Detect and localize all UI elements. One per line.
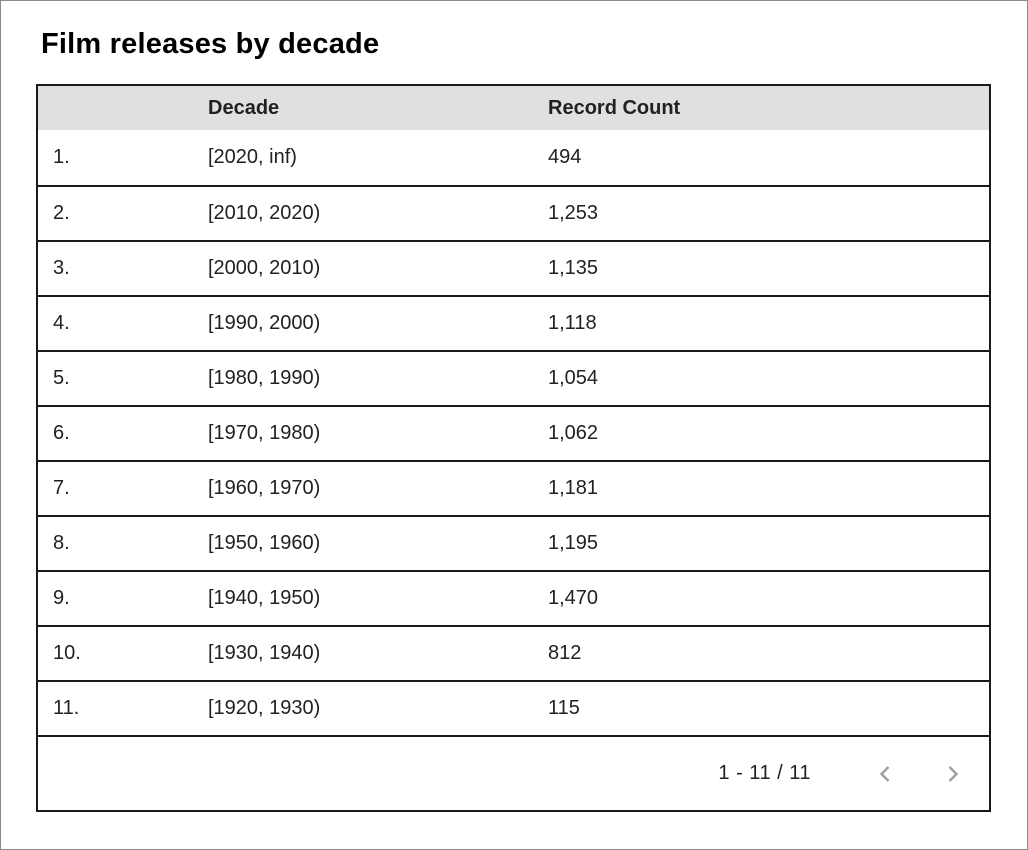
decade-cell: [2020, inf) [208, 130, 548, 186]
record-count-cell: 1,195 [548, 515, 989, 571]
table-row: 7. [1960, 1970) 1,181 [38, 460, 989, 516]
row-index-cell: 3. [38, 240, 208, 296]
decade-cell: [2000, 2010) [208, 240, 548, 296]
record-count-cell: 115 [548, 680, 989, 735]
record-count-cell: 812 [548, 625, 989, 681]
decade-cell: [1950, 1960) [208, 515, 548, 571]
row-index-cell: 7. [38, 460, 208, 516]
table-body: 1. [2020, inf) 494 2. [2010, 2020) 1,253… [38, 130, 989, 735]
decade-cell: [1980, 1990) [208, 350, 548, 406]
row-index-cell: 9. [38, 570, 208, 626]
row-index-cell: 2. [38, 185, 208, 241]
record-count-cell: 1,118 [548, 295, 989, 351]
header-row: Decade Record Count [38, 86, 989, 130]
record-count-cell: 1,470 [548, 570, 989, 626]
decade-cell: [1940, 1950) [208, 570, 548, 626]
table-row: 2. [2010, 2020) 1,253 [38, 185, 989, 241]
row-index-cell: 8. [38, 515, 208, 571]
record-count-cell: 1,062 [548, 405, 989, 461]
decade-cell: [1990, 2000) [208, 295, 548, 351]
table-row: 3. [2000, 2010) 1,135 [38, 240, 989, 296]
row-index-cell: 11. [38, 680, 208, 735]
next-page-button[interactable] [939, 760, 967, 788]
decade-cell: [1920, 1930) [208, 680, 548, 735]
chevron-right-icon [941, 762, 965, 786]
decade-cell: [1970, 1980) [208, 405, 548, 461]
decade-cell: [1960, 1970) [208, 460, 548, 516]
record-count-cell: 1,135 [548, 240, 989, 296]
table-row: 5. [1980, 1990) 1,054 [38, 350, 989, 406]
table-row: 11. [1920, 1930) 115 [38, 680, 989, 735]
row-index-cell: 4. [38, 295, 208, 351]
record-count-cell: 1,181 [548, 460, 989, 516]
table-row: 1. [2020, inf) 494 [38, 130, 989, 186]
pagination-bar: 1 - 11 / 11 [38, 735, 989, 810]
table-row: 6. [1970, 1980) 1,062 [38, 405, 989, 461]
row-index-cell: 1. [38, 130, 208, 186]
table-row: 10. [1930, 1940) 812 [38, 625, 989, 681]
decade-cell: [2010, 2020) [208, 185, 548, 241]
row-index-cell: 10. [38, 625, 208, 681]
table-row: 8. [1950, 1960) 1,195 [38, 515, 989, 571]
page-title: Film releases by decade [41, 28, 380, 60]
row-index-cell: 6. [38, 405, 208, 461]
row-index-cell: 5. [38, 350, 208, 406]
table-widget: Decade Record Count 1. [2020, inf) 494 2… [36, 84, 991, 812]
record-count-cell: 494 [548, 130, 989, 186]
page-range-label: 1 - 11 / 11 [718, 762, 811, 784]
record-count-column-header[interactable]: Record Count [548, 86, 989, 130]
chevron-left-icon [873, 762, 897, 786]
decade-column-header[interactable]: Decade [208, 86, 548, 130]
table-row: 9. [1940, 1950) 1,470 [38, 570, 989, 626]
table-row: 4. [1990, 2000) 1,118 [38, 295, 989, 351]
record-count-cell: 1,054 [548, 350, 989, 406]
table-header: Decade Record Count [38, 86, 989, 130]
row-number-column-header [38, 86, 208, 130]
data-table: Decade Record Count 1. [2020, inf) 494 2… [38, 86, 989, 735]
previous-page-button[interactable] [871, 760, 899, 788]
record-count-cell: 1,253 [548, 185, 989, 241]
decade-cell: [1930, 1940) [208, 625, 548, 681]
